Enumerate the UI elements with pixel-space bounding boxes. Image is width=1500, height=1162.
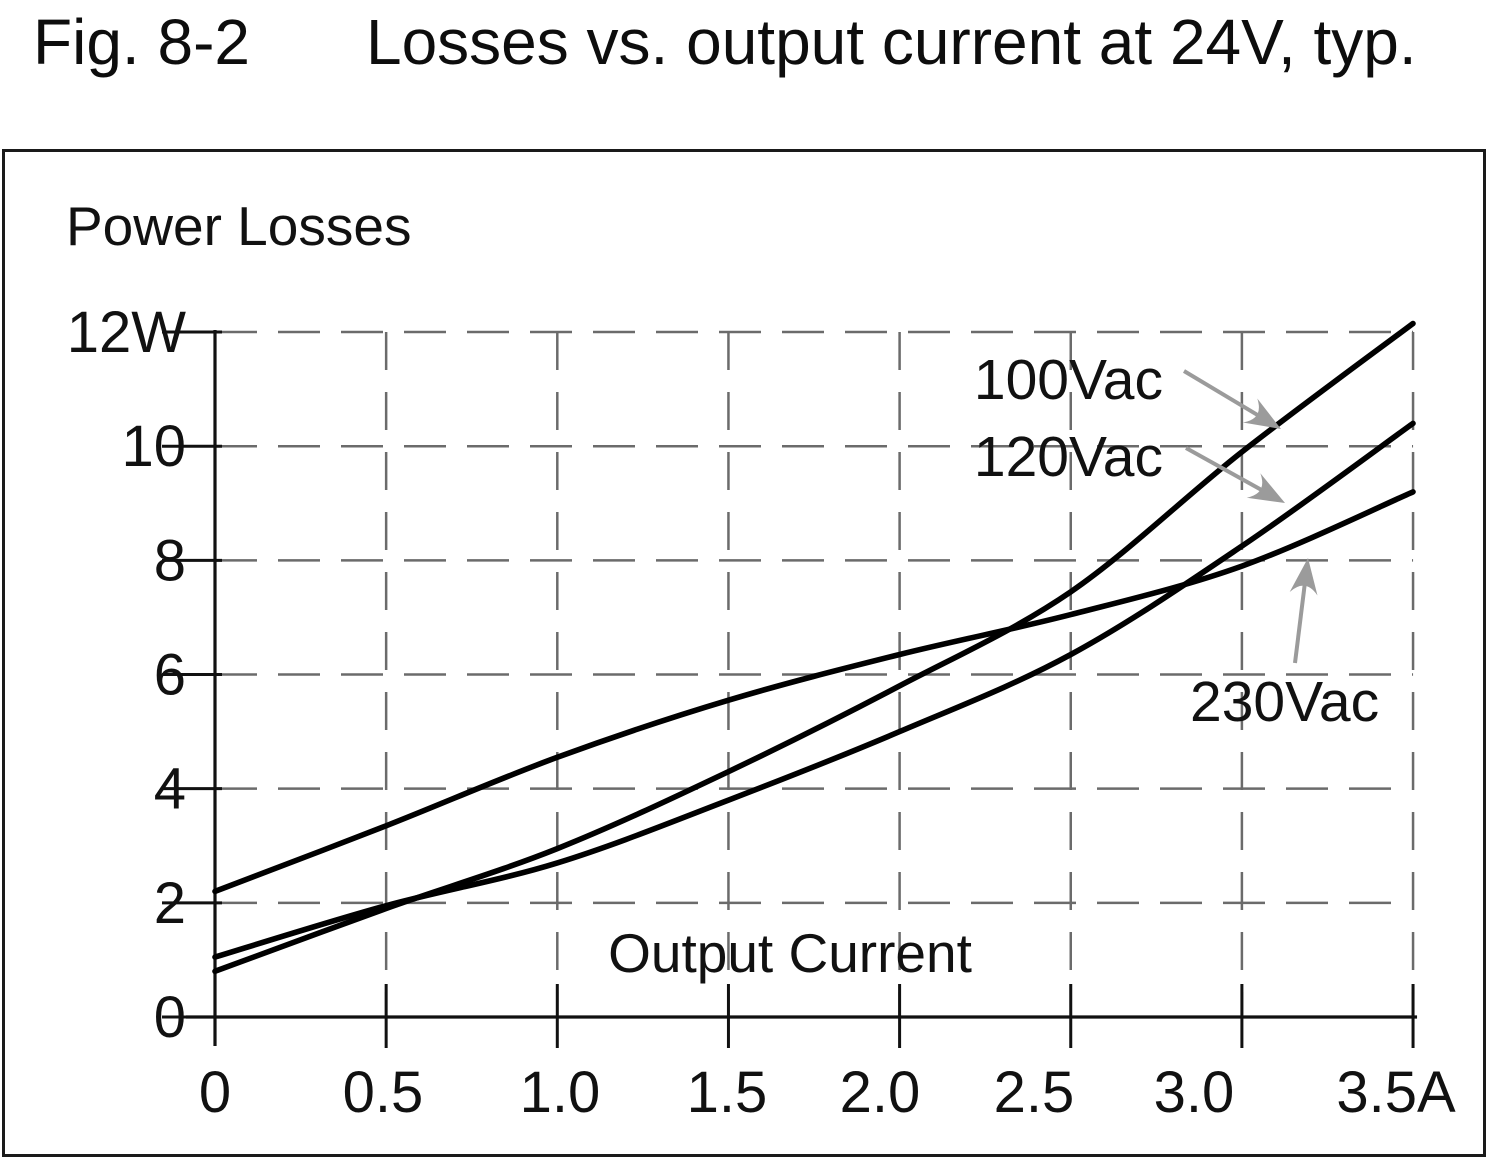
x-tick-label-1.0: 1.0 (520, 1060, 601, 1125)
arrow-shaft-100vac (1182, 369, 1260, 418)
y-tick-label-4: 4 (154, 757, 186, 822)
figure-caption: Fig. 8-2 Losses vs. output current at 24V… (33, 6, 1417, 80)
y-tick-label-0: 0 (154, 985, 186, 1050)
y-tick-label-6: 6 (154, 643, 186, 708)
series-label-230vac: 230Vac (1190, 670, 1379, 734)
curve-120vac (212, 420, 1416, 960)
arrow-shaft-230vac (1293, 583, 1307, 664)
figure-border-box (2, 149, 1486, 1157)
figure-title: Losses vs. output current at 24V, typ. (365, 6, 1417, 78)
x-tick-label-1.5: 1.5 (687, 1060, 768, 1125)
x-tick-label-3.0: 3.0 (1154, 1060, 1235, 1125)
curve-100vac (212, 320, 1416, 975)
y-tick-label-10: 10 (121, 414, 186, 479)
figure-number: Fig. 8-2 (33, 6, 250, 78)
x-tick-label-0.5: 0.5 (343, 1060, 424, 1125)
arrow-shaft-120vac (1185, 446, 1264, 493)
arrowhead-230vac-icon (1289, 558, 1318, 596)
x-tick-label-2.5: 2.5 (994, 1060, 1075, 1125)
series-label-100vac: 100Vac (974, 348, 1163, 412)
y-tick-label-2: 2 (154, 871, 186, 936)
x-tick-label-0: 0 (199, 1060, 231, 1125)
y-axis-title: Power Losses (66, 195, 411, 257)
y-tick-label-12W: 12W (67, 300, 187, 365)
curve-230vac (212, 489, 1416, 895)
arrowhead-100vac-icon (1242, 398, 1281, 429)
series-label-120vac: 120Vac (974, 425, 1163, 489)
x-tick-label-3.5A: 3.5A (1336, 1060, 1456, 1125)
x-tick-label-2.0: 2.0 (840, 1060, 921, 1125)
arrowhead-120vac-icon (1246, 473, 1285, 503)
y-tick-label-8: 8 (154, 528, 186, 593)
x-axis-title: Output Current (608, 922, 972, 984)
